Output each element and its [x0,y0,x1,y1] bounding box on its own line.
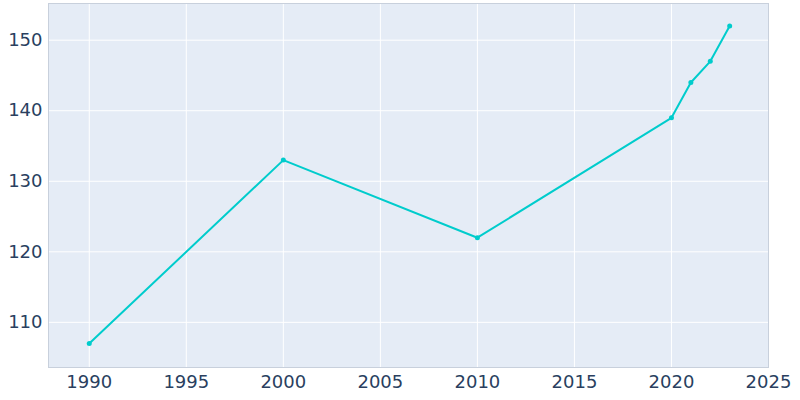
svg-text:130: 130 [8,170,42,191]
svg-text:2025: 2025 [746,371,792,392]
svg-text:120: 120 [8,241,42,262]
svg-text:110: 110 [8,311,42,332]
svg-text:1995: 1995 [163,371,209,392]
svg-text:2010: 2010 [454,371,500,392]
svg-text:2020: 2020 [649,371,695,392]
svg-text:2015: 2015 [552,371,598,392]
svg-text:140: 140 [8,99,42,120]
svg-text:150: 150 [8,29,42,50]
svg-text:2000: 2000 [260,371,306,392]
svg-text:1990: 1990 [66,371,112,392]
svg-text:2005: 2005 [357,371,403,392]
